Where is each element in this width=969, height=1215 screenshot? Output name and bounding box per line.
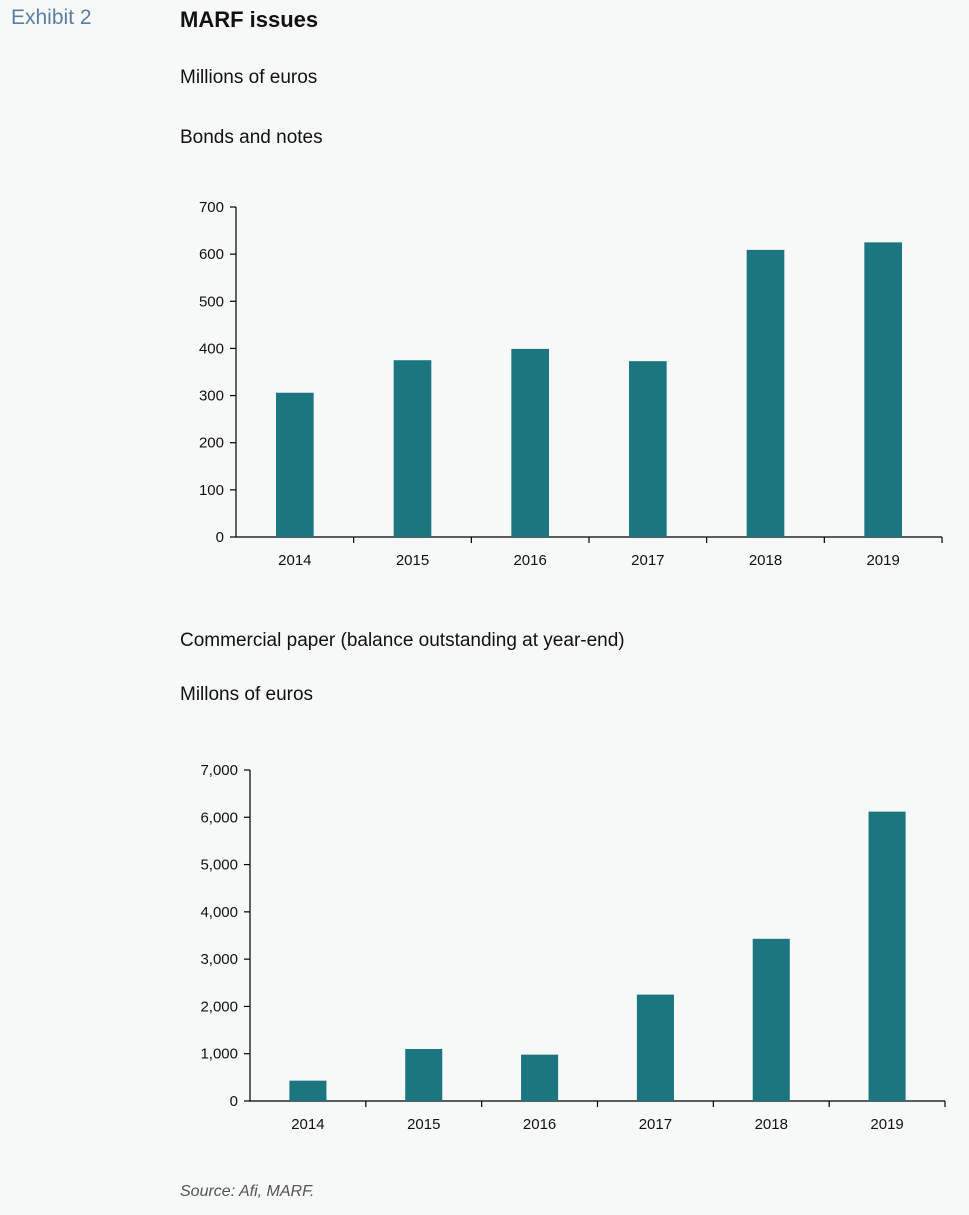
chart2-bar-2018: [752, 938, 790, 1101]
chart2-y-tick-label: 6,000: [200, 809, 238, 826]
chart2-x-tick-label: 2016: [523, 1116, 556, 1133]
chart1-x-tick-label: 2019: [866, 552, 899, 569]
exhibit-label: Exhibit 2: [11, 6, 92, 29]
chart2-bar-2017: [636, 994, 674, 1101]
page-title: MARF issues: [180, 7, 319, 32]
commercial-paper-chart: 0 1,000 2,000 3,000 4,000 5,000 6,000 7,000 2014…: [200, 762, 946, 1133]
chart1-bar-2014: [276, 392, 314, 537]
bonds-notes-chart: 0 100 200 300 400 500 600 700 2014 2015 2016 2017 20…: [199, 199, 943, 569]
chart2-x-tick-label: 2015: [407, 1116, 440, 1133]
source-note: Source: Afi, MARF.: [180, 1183, 315, 1200]
chart2-y-tick-label: 4,000: [200, 904, 238, 921]
chart1-y-tick-label: 100: [199, 482, 224, 499]
chart1-x-tick-label: 2015: [396, 552, 429, 569]
chart2-y-tick-label: 2,000: [200, 998, 238, 1015]
chart1-bar-2016: [511, 348, 549, 537]
chart1-y-tick-label: 400: [199, 340, 224, 357]
units-label: Millions of euros: [180, 67, 318, 88]
chart1-y-tick-label: 600: [199, 246, 224, 263]
chart2-y-tick-label: 7,000: [200, 762, 238, 779]
chart1-y-tick-label: 300: [199, 388, 224, 405]
chart-2-subtitle: Millons of euros: [180, 684, 314, 705]
chart1-x-tick-label: 2014: [278, 552, 311, 569]
chart1-x-tick-label: 2018: [749, 552, 782, 569]
chart1-y-tick-label: 0: [216, 529, 224, 546]
chart1-bar-2018: [746, 249, 785, 537]
chart2-bar-2016: [521, 1054, 559, 1101]
chart1-y-tick-label: 200: [199, 435, 224, 452]
chart-2-title: Commercial paper (balance outstanding at…: [180, 630, 625, 651]
chart1-x-tick-label: 2017: [631, 552, 664, 569]
chart2-y-tick-label: 1,000: [200, 1046, 238, 1063]
chart2-y-tick-label: 0: [230, 1093, 238, 1110]
chart2-x-tick-label: 2017: [639, 1116, 672, 1133]
chart2-y-tick-label: 5,000: [200, 857, 238, 874]
chart2-y-tick-label: 3,000: [200, 951, 238, 968]
chart2-x-tick-label: 2014: [291, 1116, 324, 1133]
chart1-y-tick-label: 500: [199, 293, 224, 310]
chart2-x-tick-label: 2018: [755, 1116, 788, 1133]
chart2-bar-2019: [868, 811, 906, 1101]
chart2-bar-2015: [405, 1048, 443, 1101]
chart1-bar-2017: [629, 361, 667, 537]
chart1-bar-2019: [864, 242, 902, 537]
chart2-x-tick-label: 2019: [870, 1116, 903, 1133]
chart1-bar-2015: [393, 360, 432, 537]
chart-1-title: Bonds and notes: [180, 127, 323, 148]
chart2-bar-2014: [289, 1080, 327, 1101]
chart1-y-tick-label: 700: [199, 199, 224, 216]
chart1-x-tick-label: 2016: [513, 552, 546, 569]
